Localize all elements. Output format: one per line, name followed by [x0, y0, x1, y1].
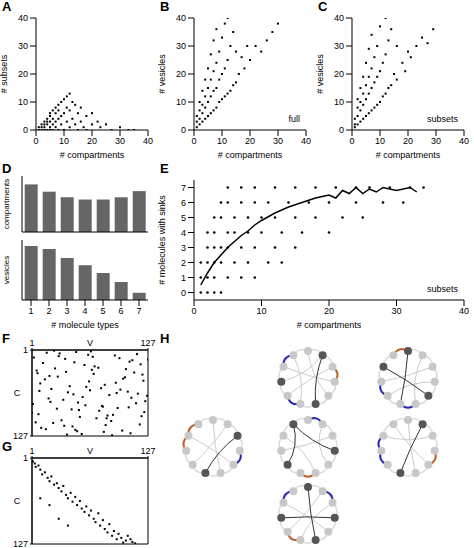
svg-text:40: 40: [143, 136, 153, 146]
svg-text:C: C: [14, 496, 21, 506]
svg-text:# molecule types: # molecule types: [51, 320, 119, 330]
svg-text:5: 5: [100, 306, 105, 316]
svg-text:2: 2: [181, 258, 186, 268]
svg-text:127: 127: [13, 539, 28, 548]
svg-text:3: 3: [64, 306, 69, 316]
svg-text:40: 40: [459, 136, 466, 146]
svg-text:1: 1: [29, 338, 34, 348]
html-text:G: G: [2, 439, 13, 454]
html-text:H: H: [160, 331, 170, 346]
svg-text:10: 10: [176, 97, 186, 107]
svg-text:4: 4: [181, 228, 186, 238]
svg-text:5: 5: [181, 213, 186, 223]
svg-text:1: 1: [181, 273, 186, 283]
svg-text:30: 30: [431, 136, 441, 146]
svg-text:40: 40: [18, 13, 28, 23]
svg-text:30: 30: [115, 136, 125, 146]
svg-text:127: 127: [140, 446, 155, 456]
svg-text:0: 0: [181, 288, 186, 298]
svg-text:30: 30: [391, 306, 401, 316]
html-text:subsets: subsets: [427, 284, 458, 294]
svg-text:10: 10: [256, 306, 266, 316]
svg-text:20: 20: [245, 136, 255, 146]
svg-text:1: 1: [23, 345, 28, 355]
svg-text:3: 3: [181, 243, 186, 253]
svg-text:# compartments: # compartments: [297, 320, 362, 330]
svg-text:# compartments: # compartments: [376, 150, 441, 160]
svg-text:V: V: [87, 338, 93, 348]
svg-text:30: 30: [334, 41, 344, 51]
svg-text:C: C: [14, 388, 21, 398]
svg-text:20: 20: [324, 306, 334, 316]
svg-text:30: 30: [273, 136, 283, 146]
svg-text:7: 7: [181, 183, 186, 193]
svg-text:# compartments: # compartments: [218, 150, 283, 160]
svg-text:0: 0: [191, 306, 196, 316]
svg-text:7: 7: [136, 306, 141, 316]
svg-text:20: 20: [87, 136, 97, 146]
svg-text:10: 10: [375, 136, 385, 146]
html-text:A: A: [2, 0, 12, 14]
svg-text:10: 10: [59, 136, 69, 146]
svg-text:0: 0: [349, 136, 354, 146]
svg-text:127: 127: [140, 338, 155, 348]
svg-text:1: 1: [28, 306, 33, 316]
html-text:F: F: [2, 331, 10, 346]
svg-text:vesicles: vesicles: [8, 256, 11, 284]
svg-text:40: 40: [334, 13, 344, 23]
html-text:B: B: [160, 0, 170, 14]
svg-text:30: 30: [18, 41, 28, 51]
svg-text:# vesicles: # vesicles: [316, 54, 325, 94]
svg-text:0: 0: [181, 125, 186, 135]
svg-text:1: 1: [23, 453, 28, 463]
svg-text:0: 0: [339, 125, 344, 135]
svg-text:20: 20: [334, 69, 344, 79]
html-text:subsets: subsets: [427, 114, 458, 124]
svg-text:1: 1: [29, 446, 34, 456]
html-text:C: C: [318, 0, 328, 14]
svg-text:compartments: compartments: [8, 179, 11, 230]
svg-text:40: 40: [176, 13, 186, 23]
svg-text:2: 2: [46, 306, 51, 316]
svg-text:10: 10: [217, 136, 227, 146]
svg-text:20: 20: [176, 69, 186, 79]
svg-text:20: 20: [403, 136, 413, 146]
svg-text:0: 0: [23, 125, 28, 135]
svg-text:4: 4: [82, 306, 87, 316]
svg-text:127: 127: [13, 431, 28, 440]
html-text:E: E: [160, 161, 169, 176]
html-text:full: full: [288, 114, 300, 124]
svg-text:6: 6: [118, 306, 123, 316]
svg-text:# subsets: # subsets: [8, 54, 9, 93]
svg-text:40: 40: [459, 306, 466, 316]
svg-text:30: 30: [176, 41, 186, 51]
svg-text:0: 0: [191, 136, 196, 146]
svg-text:# molecules with sinks: # molecules with sinks: [158, 195, 167, 285]
svg-text:10: 10: [334, 97, 344, 107]
svg-text:10: 10: [18, 97, 28, 107]
html-text:D: D: [2, 161, 12, 176]
svg-text:# vesicles: # vesicles: [158, 54, 167, 94]
svg-text:V: V: [87, 446, 93, 456]
svg-text:40: 40: [301, 136, 311, 146]
svg-text:6: 6: [181, 198, 186, 208]
svg-text:# compartments: # compartments: [60, 150, 125, 160]
svg-text:0: 0: [33, 136, 38, 146]
svg-text:20: 20: [18, 69, 28, 79]
